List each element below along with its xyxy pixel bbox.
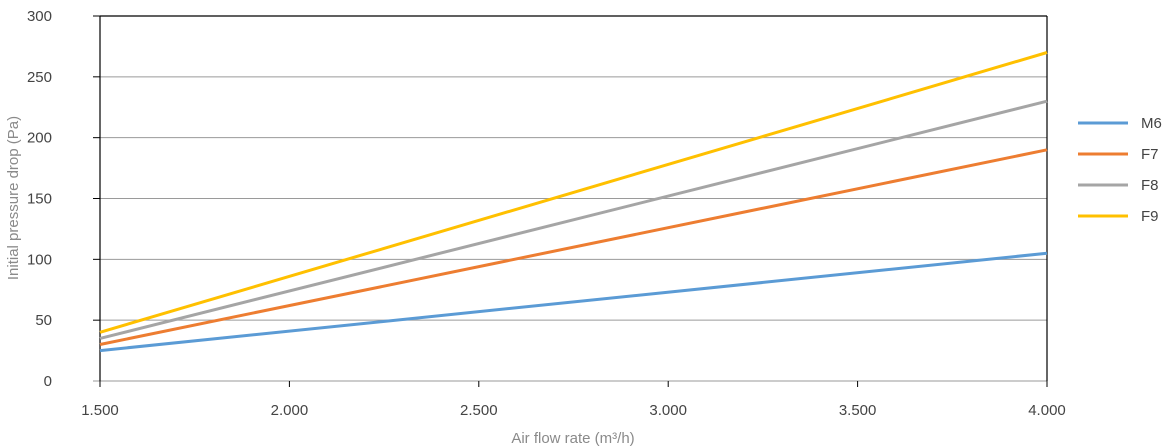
legend-label-f8: F8 [1141,177,1159,194]
x-tick-label: 2.500 [460,402,498,419]
x-tick-label: 4.000 [1028,402,1066,419]
x-tick-label: 1.500 [81,402,119,419]
series-line-f8 [99,99,1048,340]
tick-labels: 0 50 100 150 200 250 300 1.500 2.000 2.500 3.000 3.… [27,8,1066,419]
series-line-m6 [99,251,1048,353]
y-tick-label: 150 [27,191,52,208]
series-line-f9 [99,51,1048,334]
grid-lines [100,15,1047,321]
x-tick-label: 3.000 [649,402,687,419]
y-tick-label: 200 [27,130,52,147]
legend-label-f9: F9 [1141,208,1159,225]
y-tick-label: 300 [27,8,52,25]
x-tick-label: 3.500 [839,402,877,419]
series-line-f7 [99,148,1048,346]
x-tick-label: 2.000 [271,402,309,419]
series-lines [99,51,1048,353]
y-tick-label: 100 [27,251,52,268]
y-tick-label: 250 [27,69,52,86]
x-axis-title: Air flow rate (m³/h) [511,430,634,446]
y-tick-label: 50 [35,312,52,329]
legend-label-m6: M6 [1141,115,1162,132]
y-axis-title: Initial pressure drop (Pa) [5,116,22,280]
y-tick-label: 0 [44,373,52,390]
legend: M6 F7 F8 F9 [1078,115,1162,225]
legend-label-f7: F7 [1141,146,1159,163]
axes [93,15,1048,387]
